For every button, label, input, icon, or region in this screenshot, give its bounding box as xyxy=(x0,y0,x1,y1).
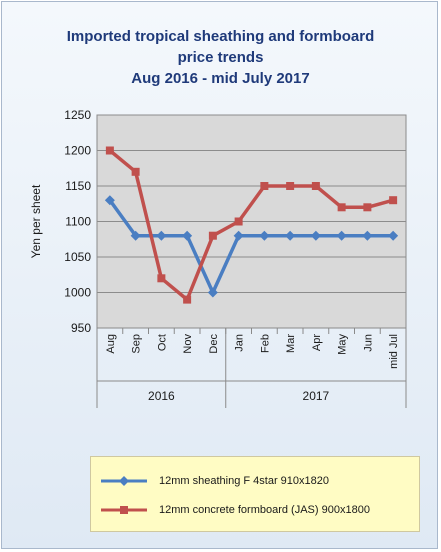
legend-label-formboard: 12mm concrete formboard (JAS) 900x1800 xyxy=(159,504,370,516)
series-2-point xyxy=(363,203,372,212)
series-line-2 xyxy=(108,149,394,302)
y-tick-label: 1000 xyxy=(64,286,91,300)
x-tick-label: Jun xyxy=(362,334,374,352)
x-tick-label: May xyxy=(337,334,349,355)
series-2-point xyxy=(337,203,346,212)
y-tick-label: 1100 xyxy=(65,215,91,229)
series-1-point xyxy=(233,230,244,241)
legend-label-sheathing: 12mm sheathing F 4star 910x1820 xyxy=(159,475,329,487)
series-1-point xyxy=(207,287,218,298)
series-1-point xyxy=(336,230,347,241)
group-label: 2016 xyxy=(148,389,175,403)
series-2-point xyxy=(183,295,192,304)
y-tick-label: 1200 xyxy=(64,144,91,158)
series-2-point xyxy=(260,182,269,190)
x-tick-label: Aug xyxy=(105,334,117,354)
series-2-point xyxy=(234,217,243,226)
legend-item-sheathing: 12mm sheathing F 4star 910x1820 xyxy=(101,472,417,490)
series-1-point xyxy=(259,230,270,241)
x-tick-label: Dec xyxy=(208,334,220,354)
legend-swatch-formboard xyxy=(101,506,147,514)
x-tick-label: Feb xyxy=(259,334,271,353)
series-2-point xyxy=(286,182,295,190)
y-tick-label: 950 xyxy=(71,321,91,335)
y-tick-label: 1150 xyxy=(65,179,91,193)
x-tick-label: Mar xyxy=(285,334,297,353)
legend-item-formboard: 12mm concrete formboard (JAS) 900x1800 xyxy=(101,501,417,519)
x-tick-label: mid Jul xyxy=(388,334,400,369)
series-1-point xyxy=(104,195,115,206)
legend-swatch-sheathing xyxy=(101,476,147,486)
series-1-point xyxy=(182,230,193,241)
series-1-point xyxy=(310,230,321,241)
series-1-point xyxy=(388,230,399,241)
x-tick-label: Oct xyxy=(156,334,168,351)
group-label: 2017 xyxy=(303,389,330,403)
title-line-3: Aug 2016 - mid July 2017 xyxy=(131,70,310,87)
x-tick-label: Nov xyxy=(182,334,194,354)
series-2-point xyxy=(157,274,166,283)
series-2-point xyxy=(389,196,398,205)
x-tick-label: Sep xyxy=(131,334,143,354)
y-tick-label: 1250 xyxy=(64,108,91,122)
x-tick-label: Jan xyxy=(234,334,246,352)
y-axis-label: Yen per sheet xyxy=(29,184,43,258)
x-tick-label: Apr xyxy=(311,334,323,351)
series-1-point xyxy=(362,230,373,241)
series-2-point xyxy=(105,146,114,155)
series-1-point xyxy=(156,230,167,241)
title-line-1: Imported tropical sheathing and formboar… xyxy=(66,28,375,45)
series-2-point xyxy=(208,231,217,240)
chart-title: Imported tropical sheathing and formboar… xyxy=(2,26,439,89)
y-tick-label: 1050 xyxy=(64,250,91,264)
series-1-point xyxy=(285,230,296,241)
series-2-point xyxy=(311,182,320,190)
title-line-2: price trends xyxy=(177,49,264,66)
series-1-point xyxy=(130,230,141,241)
series-2-point xyxy=(131,167,140,176)
legend: 12mm sheathing F 4star 910x1820 12mm con… xyxy=(90,456,420,532)
